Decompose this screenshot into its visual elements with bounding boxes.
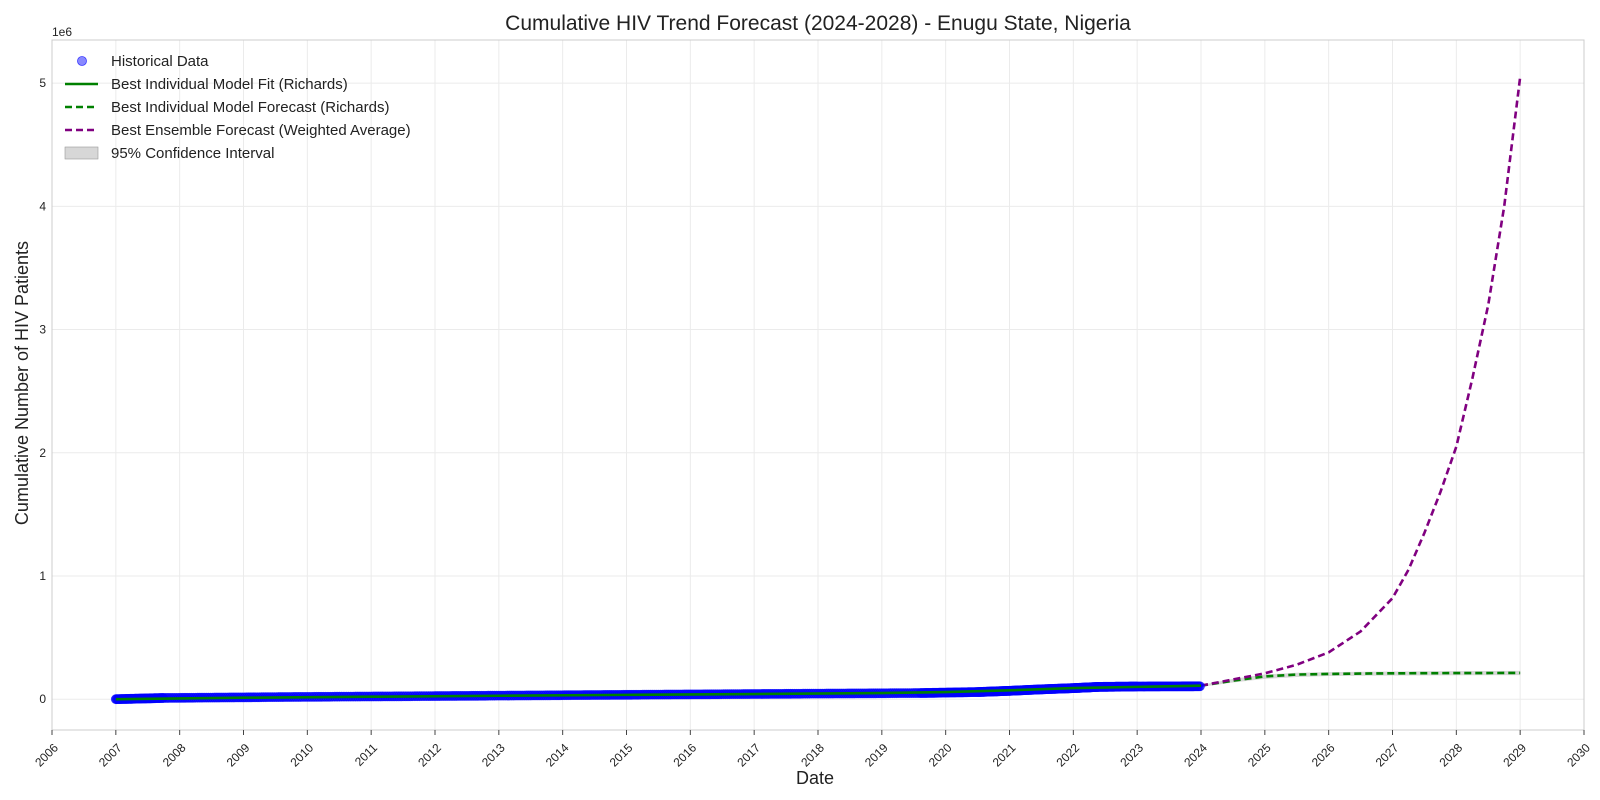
x-tick-label: 2011 [352, 740, 380, 768]
y-tick-label: 3 [39, 323, 46, 337]
legend-label: 95% Confidence Interval [111, 145, 274, 162]
x-tick-label: 2030 [1564, 740, 1593, 769]
x-tick-label: 2026 [1309, 740, 1338, 769]
y-axis-label: Cumulative Number of HIV Patients [12, 241, 32, 525]
y-tick-label: 4 [39, 199, 46, 213]
y-tick-label: 1 [39, 569, 46, 583]
x-tick-label: 2007 [96, 740, 125, 769]
x-tick-label: 2016 [671, 740, 700, 769]
legend-label: Best Ensemble Forecast (Weighted Average… [111, 122, 411, 139]
x-tick-label: 2029 [1500, 740, 1529, 769]
x-axis-label: Date [796, 768, 834, 788]
historical-points [110, 681, 1205, 705]
best-ensemble-forecast-weighted-average-line [1200, 76, 1522, 687]
x-tick-label: 2010 [288, 740, 317, 769]
legend-label: Historical Data [111, 53, 209, 70]
best-individual-model-fit-richards-line [115, 684, 1202, 701]
legend-marker [77, 56, 87, 66]
x-tick-label: 2012 [415, 740, 444, 769]
legend: Historical Data Best Individual Model Fit… [64, 53, 411, 162]
x-tick-label: 2020 [926, 740, 955, 769]
x-tick-label: 2006 [32, 740, 61, 769]
x-tick-label: 2019 [862, 740, 891, 769]
x-tick-label: 2018 [798, 740, 827, 769]
x-tick-label: 2014 [543, 740, 572, 769]
chart-title: Cumulative HIV Trend Forecast (2024-2028… [505, 12, 1131, 35]
x-tick-label: 2025 [1245, 740, 1274, 769]
x-tick-label: 2015 [607, 740, 636, 769]
best-individual-model-forecast-richards-line [1200, 671, 1521, 687]
grid [51, 40, 1585, 730]
y-tick-label: 5 [39, 76, 46, 90]
x-tick-label: 2023 [1117, 740, 1146, 769]
legend-label: Best Individual Model Forecast (Richards… [111, 99, 389, 116]
legend-patch [64, 146, 99, 160]
legend-label: Best Individual Model Fit (Richards) [111, 76, 348, 93]
x-tick-label: 2022 [1054, 740, 1083, 769]
y-scale-note: 1e6 [52, 25, 72, 39]
x-tick-label: 2009 [224, 740, 253, 769]
series-lines [1200, 76, 1522, 687]
axis-ticks: 2006 2007 2008 2009 2010 2011 2012 2013 2014 2015… [32, 76, 1593, 769]
x-tick-label: 2024 [1181, 740, 1210, 769]
x-tick-label: 2027 [1373, 740, 1402, 769]
y-tick-label: 0 [39, 692, 46, 706]
x-tick-label: 2008 [160, 740, 189, 769]
x-tick-label: 2028 [1437, 740, 1466, 769]
x-tick-label: 2017 [734, 740, 763, 769]
y-tick-label: 2 [39, 446, 46, 460]
x-tick-label: 2021 [990, 740, 1019, 769]
x-tick-label: 2013 [479, 740, 508, 769]
